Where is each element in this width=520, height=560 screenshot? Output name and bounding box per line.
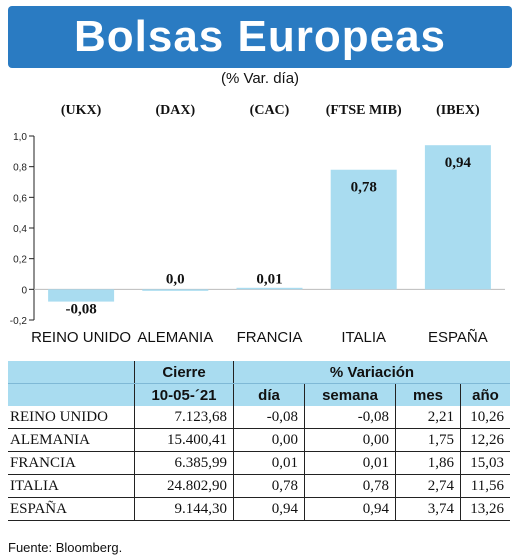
row-ano: 15,03: [460, 451, 510, 475]
row-name: FRANCIA: [8, 451, 135, 475]
y-tick-label: 0,6: [13, 193, 27, 204]
table-subheader-semana: semana: [304, 383, 396, 406]
row-mes: 1,75: [395, 428, 461, 452]
row-cierre: 9.144,30: [134, 497, 234, 521]
x-tick-label: ALEMANIA: [137, 329, 213, 346]
market-table: Cierre % Variación 10-05-´21 día semana …: [8, 361, 510, 521]
row-mes: 1,86: [395, 451, 461, 475]
row-mes: 2,21: [395, 406, 461, 429]
row-dia: 0,00: [233, 428, 305, 452]
y-tick-label: 0,4: [13, 224, 27, 235]
data-label: 0,0: [166, 271, 185, 287]
row-cierre: 15.400,41: [134, 428, 234, 452]
x-tick-label: ITALIA: [341, 329, 386, 346]
index-code-label: (UKX): [61, 103, 102, 118]
row-ano: 10,26: [460, 406, 510, 429]
table-subheader-dia: día: [233, 383, 305, 406]
y-tick-label: -0,2: [10, 316, 28, 327]
table-header-blank: [8, 361, 135, 384]
row-ano: 12,26: [460, 428, 510, 452]
row-cierre: 6.385,99: [134, 451, 234, 475]
row-semana: 0,00: [304, 428, 396, 452]
bar: [424, 145, 491, 290]
table-row: ALEMANIA 15.400,41 0,00 0,00 1,75 12,26: [8, 428, 510, 452]
table-subheader-date: 10-05-´21: [134, 383, 234, 406]
row-ano: 13,26: [460, 497, 510, 521]
chart-subtitle: (% Var. día): [220, 70, 300, 87]
table-subheader-mes: mes: [395, 383, 461, 406]
row-name: REINO UNIDO: [8, 406, 135, 429]
page-title: Bolsas Europeas: [73, 12, 447, 61]
title-banner: Bolsas Europeas: [8, 6, 512, 68]
row-name: ALEMANIA: [8, 428, 135, 452]
row-dia: -0,08: [233, 406, 305, 429]
bar: [330, 169, 397, 290]
table-row: FRANCIA 6.385,99 0,01 0,01 1,86 15,03: [8, 451, 510, 475]
x-tick-label: FRANCIA: [237, 329, 303, 346]
table-subheader-blank: [8, 383, 135, 406]
table-row: ITALIA 24.802,90 0,78 0,78 2,74 11,56: [8, 474, 510, 498]
row-dia: 0,01: [233, 451, 305, 475]
index-code-label: (FTSE MIB): [326, 103, 402, 118]
bar: [48, 289, 115, 302]
row-mes: 2,74: [395, 474, 461, 498]
y-tick-label: 0,2: [13, 255, 27, 266]
table-subheader-ano: año: [460, 383, 510, 406]
index-code-label: (IBEX): [436, 103, 480, 118]
row-dia: 0,78: [233, 474, 305, 498]
y-tick-label: 0,8: [13, 163, 27, 174]
row-cierre: 7.123,68: [134, 406, 234, 429]
row-semana: 0,94: [304, 497, 396, 521]
data-label: 0,78: [351, 180, 377, 196]
row-semana: 0,01: [304, 451, 396, 475]
row-ano: 11,56: [460, 474, 510, 498]
source-note: Fuente: Bloomberg.: [8, 540, 123, 555]
row-dia: 0,94: [233, 497, 305, 521]
bar: [236, 287, 303, 290]
x-tick-label: REINO UNIDO: [31, 329, 131, 346]
y-tick-label: 0: [21, 285, 27, 296]
index-code-label: (CAC): [250, 103, 290, 118]
bar: [142, 289, 209, 291]
row-semana: 0,78: [304, 474, 396, 498]
table-header-variacion: % Variación: [233, 361, 510, 384]
data-label: 0,01: [256, 271, 282, 287]
row-cierre: 24.802,90: [134, 474, 234, 498]
y-tick-label: 1,0: [13, 132, 27, 143]
row-name: ITALIA: [8, 474, 135, 498]
index-code-label: (DAX): [155, 103, 195, 118]
row-semana: -0,08: [304, 406, 396, 429]
bar-chart: -0,2 0 0,2 0,4 0,6 0,8 1,0 (UKX) -0,08 REINO UNID…: [10, 103, 505, 346]
table-header-cierre: Cierre: [134, 361, 234, 384]
data-label: -0,08: [65, 302, 96, 318]
row-name: ESPAÑA: [8, 497, 135, 521]
table-row: ESPAÑA 9.144,30 0,94 0,94 3,74 13,26: [8, 497, 510, 521]
data-label: 0,94: [445, 155, 472, 171]
row-mes: 3,74: [395, 497, 461, 521]
x-tick-label: ESPAÑA: [428, 329, 488, 346]
table-row: REINO UNIDO 7.123,68 -0,08 -0,08 2,21 10…: [8, 406, 510, 429]
